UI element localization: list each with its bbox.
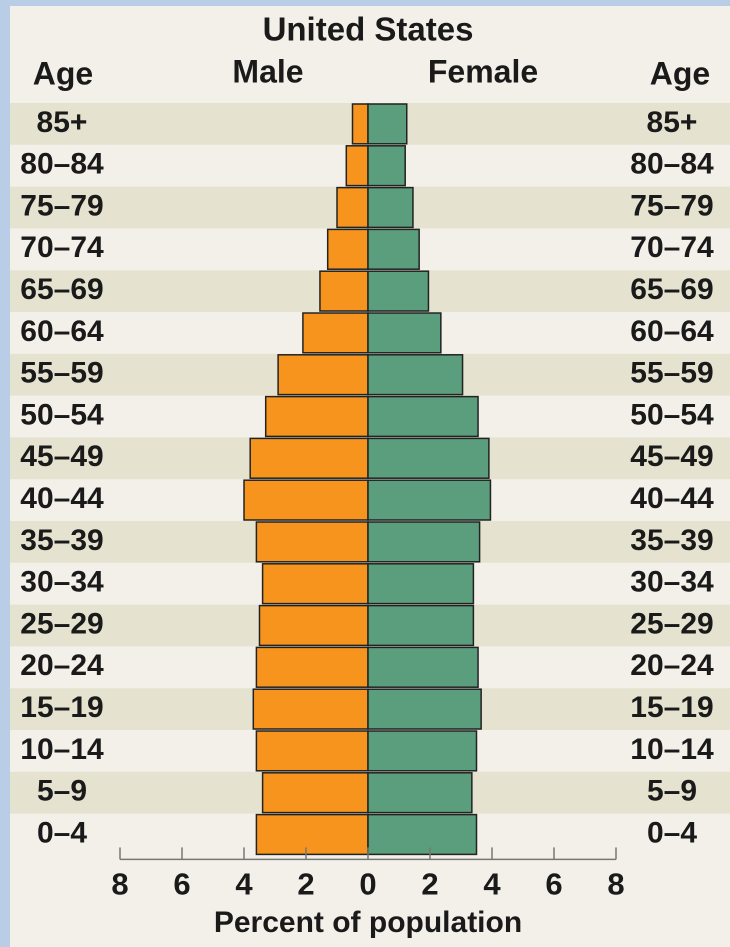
y-tick-label-left: 45–49 [20,440,103,473]
y-tick-label-left: 50–54 [20,398,104,431]
y-tick-label-right: 35–39 [630,524,713,557]
legend-male: Male [232,53,303,89]
bar-male [264,395,369,438]
y-tick-label-left: 65–69 [20,273,103,306]
y-tick-label-right: 5–9 [647,775,697,808]
y-tick-label-right: 10–14 [630,733,714,766]
bar-female [367,103,408,145]
x-tick-label: 4 [483,867,501,902]
y-tick-label-left: 10–14 [20,733,104,766]
x-tick-label: 8 [607,867,624,902]
y-tick-label-right: 65–69 [630,273,713,306]
bar-female [367,730,478,772]
x-tick-label: 2 [421,867,438,902]
x-tick-label: 4 [235,867,253,902]
x-tick-label: 2 [297,867,314,902]
bar-female [367,395,479,438]
y-tick-label-left: 75–79 [20,189,103,222]
chart-title: United States [263,11,474,48]
bar-female [367,813,478,856]
y-tick-label-right: 40–44 [630,482,714,515]
bar-female [367,228,420,270]
y-tick-label-right: 50–54 [630,398,714,431]
bar-female [367,270,430,312]
y-tick-label-left: 5–9 [37,775,87,808]
bar-male [255,646,369,688]
y-tick-label-left: 15–19 [20,691,103,724]
y-tick-label-right: 70–74 [630,231,714,264]
bar-female [367,186,414,229]
y-tick-label-left: 80–84 [20,148,104,181]
y-tick-label-right: 30–34 [630,566,714,599]
bar-female [367,479,492,521]
y-tick-label-right: 75–79 [630,189,713,222]
bar-male [255,730,369,772]
bar-male [277,354,369,396]
y-tick-label-left: 55–59 [20,357,103,390]
age-label-left: Age [33,55,93,91]
y-tick-label-right: 45–49 [630,440,713,473]
bar-male [249,437,369,479]
y-tick-label-left: 0–4 [37,816,87,849]
bar-male [255,521,369,563]
y-tick-label-left: 30–34 [20,566,104,599]
bar-female [367,437,490,479]
bar-female [367,145,406,187]
bar-female [367,646,479,688]
y-tick-label-left: 20–24 [20,649,104,682]
bar-female [367,354,464,396]
y-tick-label-left: 70–74 [20,231,104,264]
y-tick-label-right: 25–29 [630,607,713,640]
y-tick-label-left: 60–64 [20,315,104,348]
y-tick-label-left: 85+ [37,106,88,139]
y-tick-label-right: 85+ [647,106,698,139]
bar-male [351,103,369,145]
bar-male [336,186,369,229]
bar-male [258,604,369,647]
bar-male [255,813,369,856]
bar-female [367,604,475,647]
y-tick-label-right: 0–4 [647,816,697,849]
age-label-right: Age [650,55,710,91]
x-tick-label: 6 [545,867,562,902]
bar-male [319,270,369,312]
bar-male [261,563,369,605]
bar-female [367,563,475,605]
bar-male [345,145,369,187]
y-tick-label-right: 15–19 [630,691,713,724]
bar-male [243,479,369,521]
y-tick-label-right: 20–24 [630,649,714,682]
x-tick-label: 6 [173,867,190,902]
x-axis-label: Percent of population [214,906,522,939]
bar-female [367,521,481,563]
bar-female [367,688,482,730]
bar-male [261,772,369,814]
x-tick-label: 0 [359,867,376,902]
bar-male [326,228,369,270]
legend-female: Female [428,53,538,89]
bar-female [367,312,442,354]
y-tick-label-right: 60–64 [630,315,714,348]
y-tick-label-right: 80–84 [630,148,714,181]
y-tick-label-left: 25–29 [20,607,103,640]
bar-female [367,772,473,814]
y-tick-label-left: 40–44 [20,482,104,515]
x-tick-label: 8 [111,867,128,902]
y-tick-label-right: 55–59 [630,357,713,390]
bar-male [302,312,369,354]
bar-male [252,688,369,730]
y-tick-label-left: 35–39 [20,524,103,557]
